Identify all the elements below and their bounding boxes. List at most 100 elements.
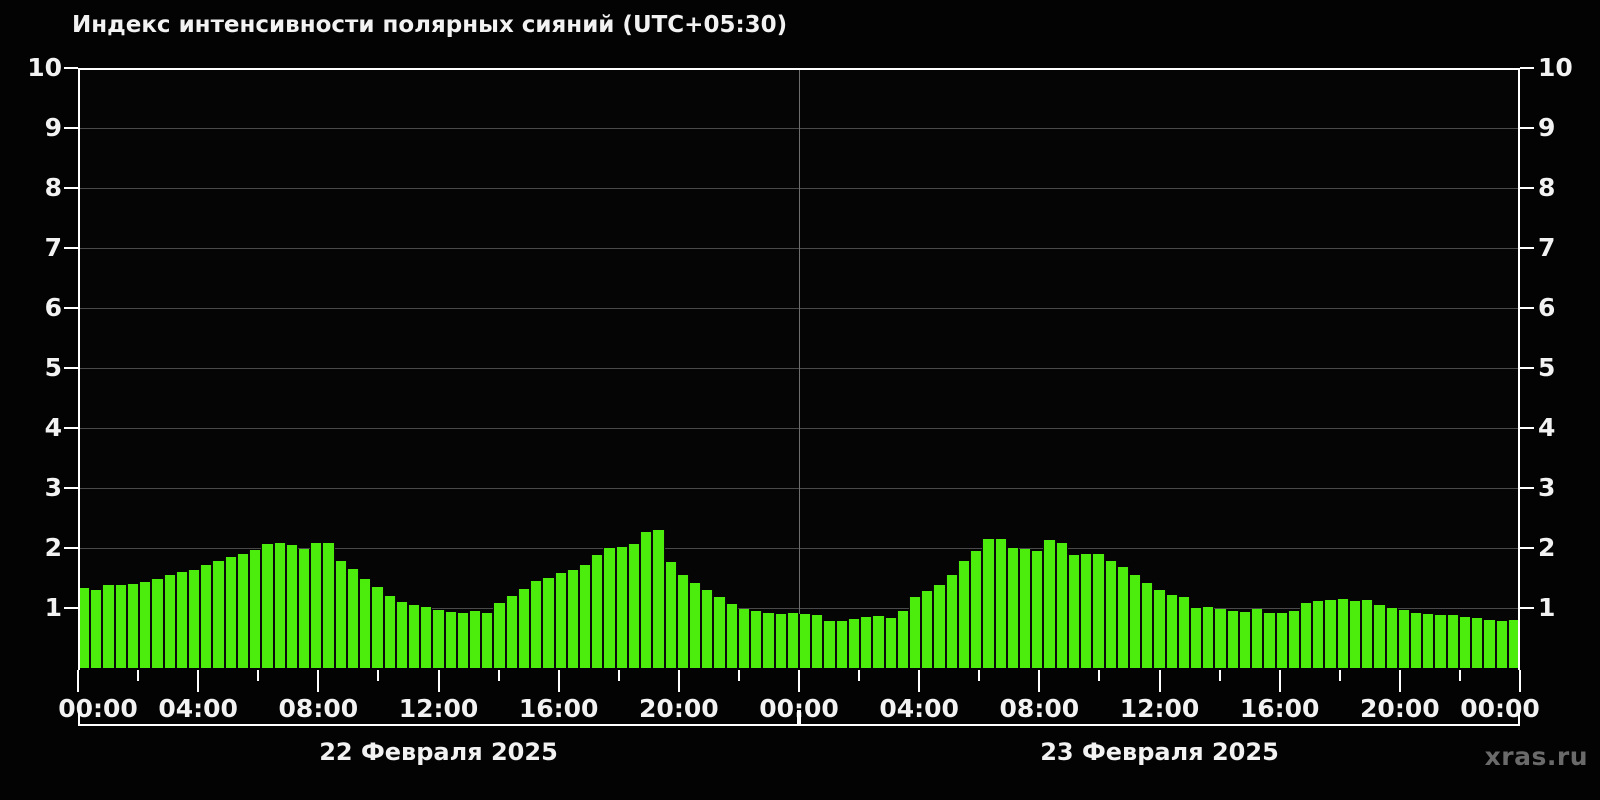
bar xyxy=(126,584,140,668)
date-label-day-2: 23 Февраля 2025 xyxy=(1040,738,1279,766)
x-tick-28h xyxy=(918,670,921,692)
bar xyxy=(542,578,555,668)
x-tick-10h xyxy=(377,670,380,681)
bar xyxy=(383,596,396,668)
bar xyxy=(261,543,274,668)
x-axis-label-7: 04:00 xyxy=(879,694,959,723)
axis-top-line xyxy=(78,68,1520,70)
bar xyxy=(689,582,702,668)
bar xyxy=(249,549,262,668)
y-tick-right-10 xyxy=(1520,67,1534,69)
bar xyxy=(1153,590,1166,668)
y-axis-label-right-10: 10 xyxy=(1538,53,1573,82)
y-axis-label-right-5: 5 xyxy=(1538,353,1556,382)
x-tick-32h xyxy=(1038,670,1041,692)
bar xyxy=(725,603,738,668)
y-tick-left-4 xyxy=(64,427,78,429)
y-tick-left-2 xyxy=(64,547,78,549)
bar xyxy=(847,618,861,668)
bar xyxy=(420,606,433,668)
bar xyxy=(1251,609,1264,668)
x-tick-26h xyxy=(858,670,861,681)
x-axis-label-1: 04:00 xyxy=(158,694,238,723)
bar xyxy=(432,609,445,668)
y-tick-left-8 xyxy=(64,187,78,189)
bar xyxy=(713,597,726,668)
y-tick-left-3 xyxy=(64,487,78,489)
bar xyxy=(799,614,812,668)
y-tick-right-4 xyxy=(1520,427,1534,429)
x-tick-6h xyxy=(257,670,260,681)
x-tick-44h xyxy=(1398,670,1401,692)
y-tick-right-9 xyxy=(1520,127,1534,129)
y-tick-right-5 xyxy=(1520,367,1534,369)
y-tick-right-1 xyxy=(1520,607,1534,609)
bar xyxy=(1361,600,1374,668)
bar xyxy=(102,585,115,668)
day-bracket-tick-start-2 xyxy=(799,710,801,726)
x-axis-label-4: 16:00 xyxy=(518,694,599,723)
bar xyxy=(187,570,201,668)
bar xyxy=(921,591,934,668)
bar xyxy=(1104,561,1117,668)
bar xyxy=(517,588,531,668)
bar xyxy=(456,612,470,668)
x-axis-label-8: 08:00 xyxy=(999,694,1080,723)
bar xyxy=(469,611,482,668)
y-tick-left-7 xyxy=(64,247,78,249)
bar xyxy=(1067,555,1081,668)
y-axis-label-left-2: 2 xyxy=(44,533,62,562)
bar xyxy=(750,611,763,668)
bar xyxy=(1336,599,1349,668)
y-tick-left-5 xyxy=(64,367,78,369)
axis-left-line xyxy=(78,68,80,670)
x-tick-46h xyxy=(1458,670,1461,681)
bar xyxy=(566,570,580,668)
y-axis-label-right-1: 1 xyxy=(1538,593,1556,622)
bar xyxy=(1092,554,1105,668)
bar xyxy=(1471,618,1484,668)
bar xyxy=(224,557,237,668)
bar xyxy=(273,543,286,668)
y-tick-right-7 xyxy=(1520,247,1534,249)
bar xyxy=(493,603,506,668)
x-axis-label-9: 12:00 xyxy=(1119,694,1200,723)
x-tick-16h xyxy=(557,670,560,692)
x-tick-48h xyxy=(1519,670,1521,692)
bar xyxy=(1312,600,1325,668)
x-tick-36h xyxy=(1158,670,1161,692)
bar xyxy=(1055,543,1068,668)
x-tick-2h xyxy=(137,670,140,681)
bar xyxy=(200,564,213,668)
bar xyxy=(627,543,641,668)
bar xyxy=(762,612,775,668)
y-axis-label-left-1: 1 xyxy=(44,593,62,622)
bar xyxy=(640,531,653,668)
bar xyxy=(774,614,787,668)
bar xyxy=(933,585,946,668)
bar xyxy=(1434,615,1447,668)
bar xyxy=(407,605,421,668)
y-tick-left-6 xyxy=(64,307,78,309)
bar xyxy=(1043,540,1056,668)
bar xyxy=(554,573,567,668)
bar xyxy=(530,581,543,668)
y-axis-label-right-6: 6 xyxy=(1538,293,1556,322)
y-axis-label-left-3: 3 xyxy=(44,473,62,502)
bar xyxy=(860,617,873,668)
x-tick-12h xyxy=(437,670,440,692)
bar xyxy=(90,590,103,668)
y-axis-label-right-3: 3 xyxy=(1538,473,1556,502)
bar xyxy=(1300,603,1313,668)
bar xyxy=(444,612,457,668)
bar xyxy=(1446,615,1459,668)
bar xyxy=(1287,611,1301,668)
bar xyxy=(835,621,848,668)
bar xyxy=(151,579,164,668)
bar xyxy=(1214,609,1227,668)
y-axis-label-right-7: 7 xyxy=(1538,233,1556,262)
y-axis-label-right-8: 8 xyxy=(1538,173,1556,202)
y-tick-right-2 xyxy=(1520,547,1534,549)
y-axis-label-left-6: 6 xyxy=(44,293,62,322)
